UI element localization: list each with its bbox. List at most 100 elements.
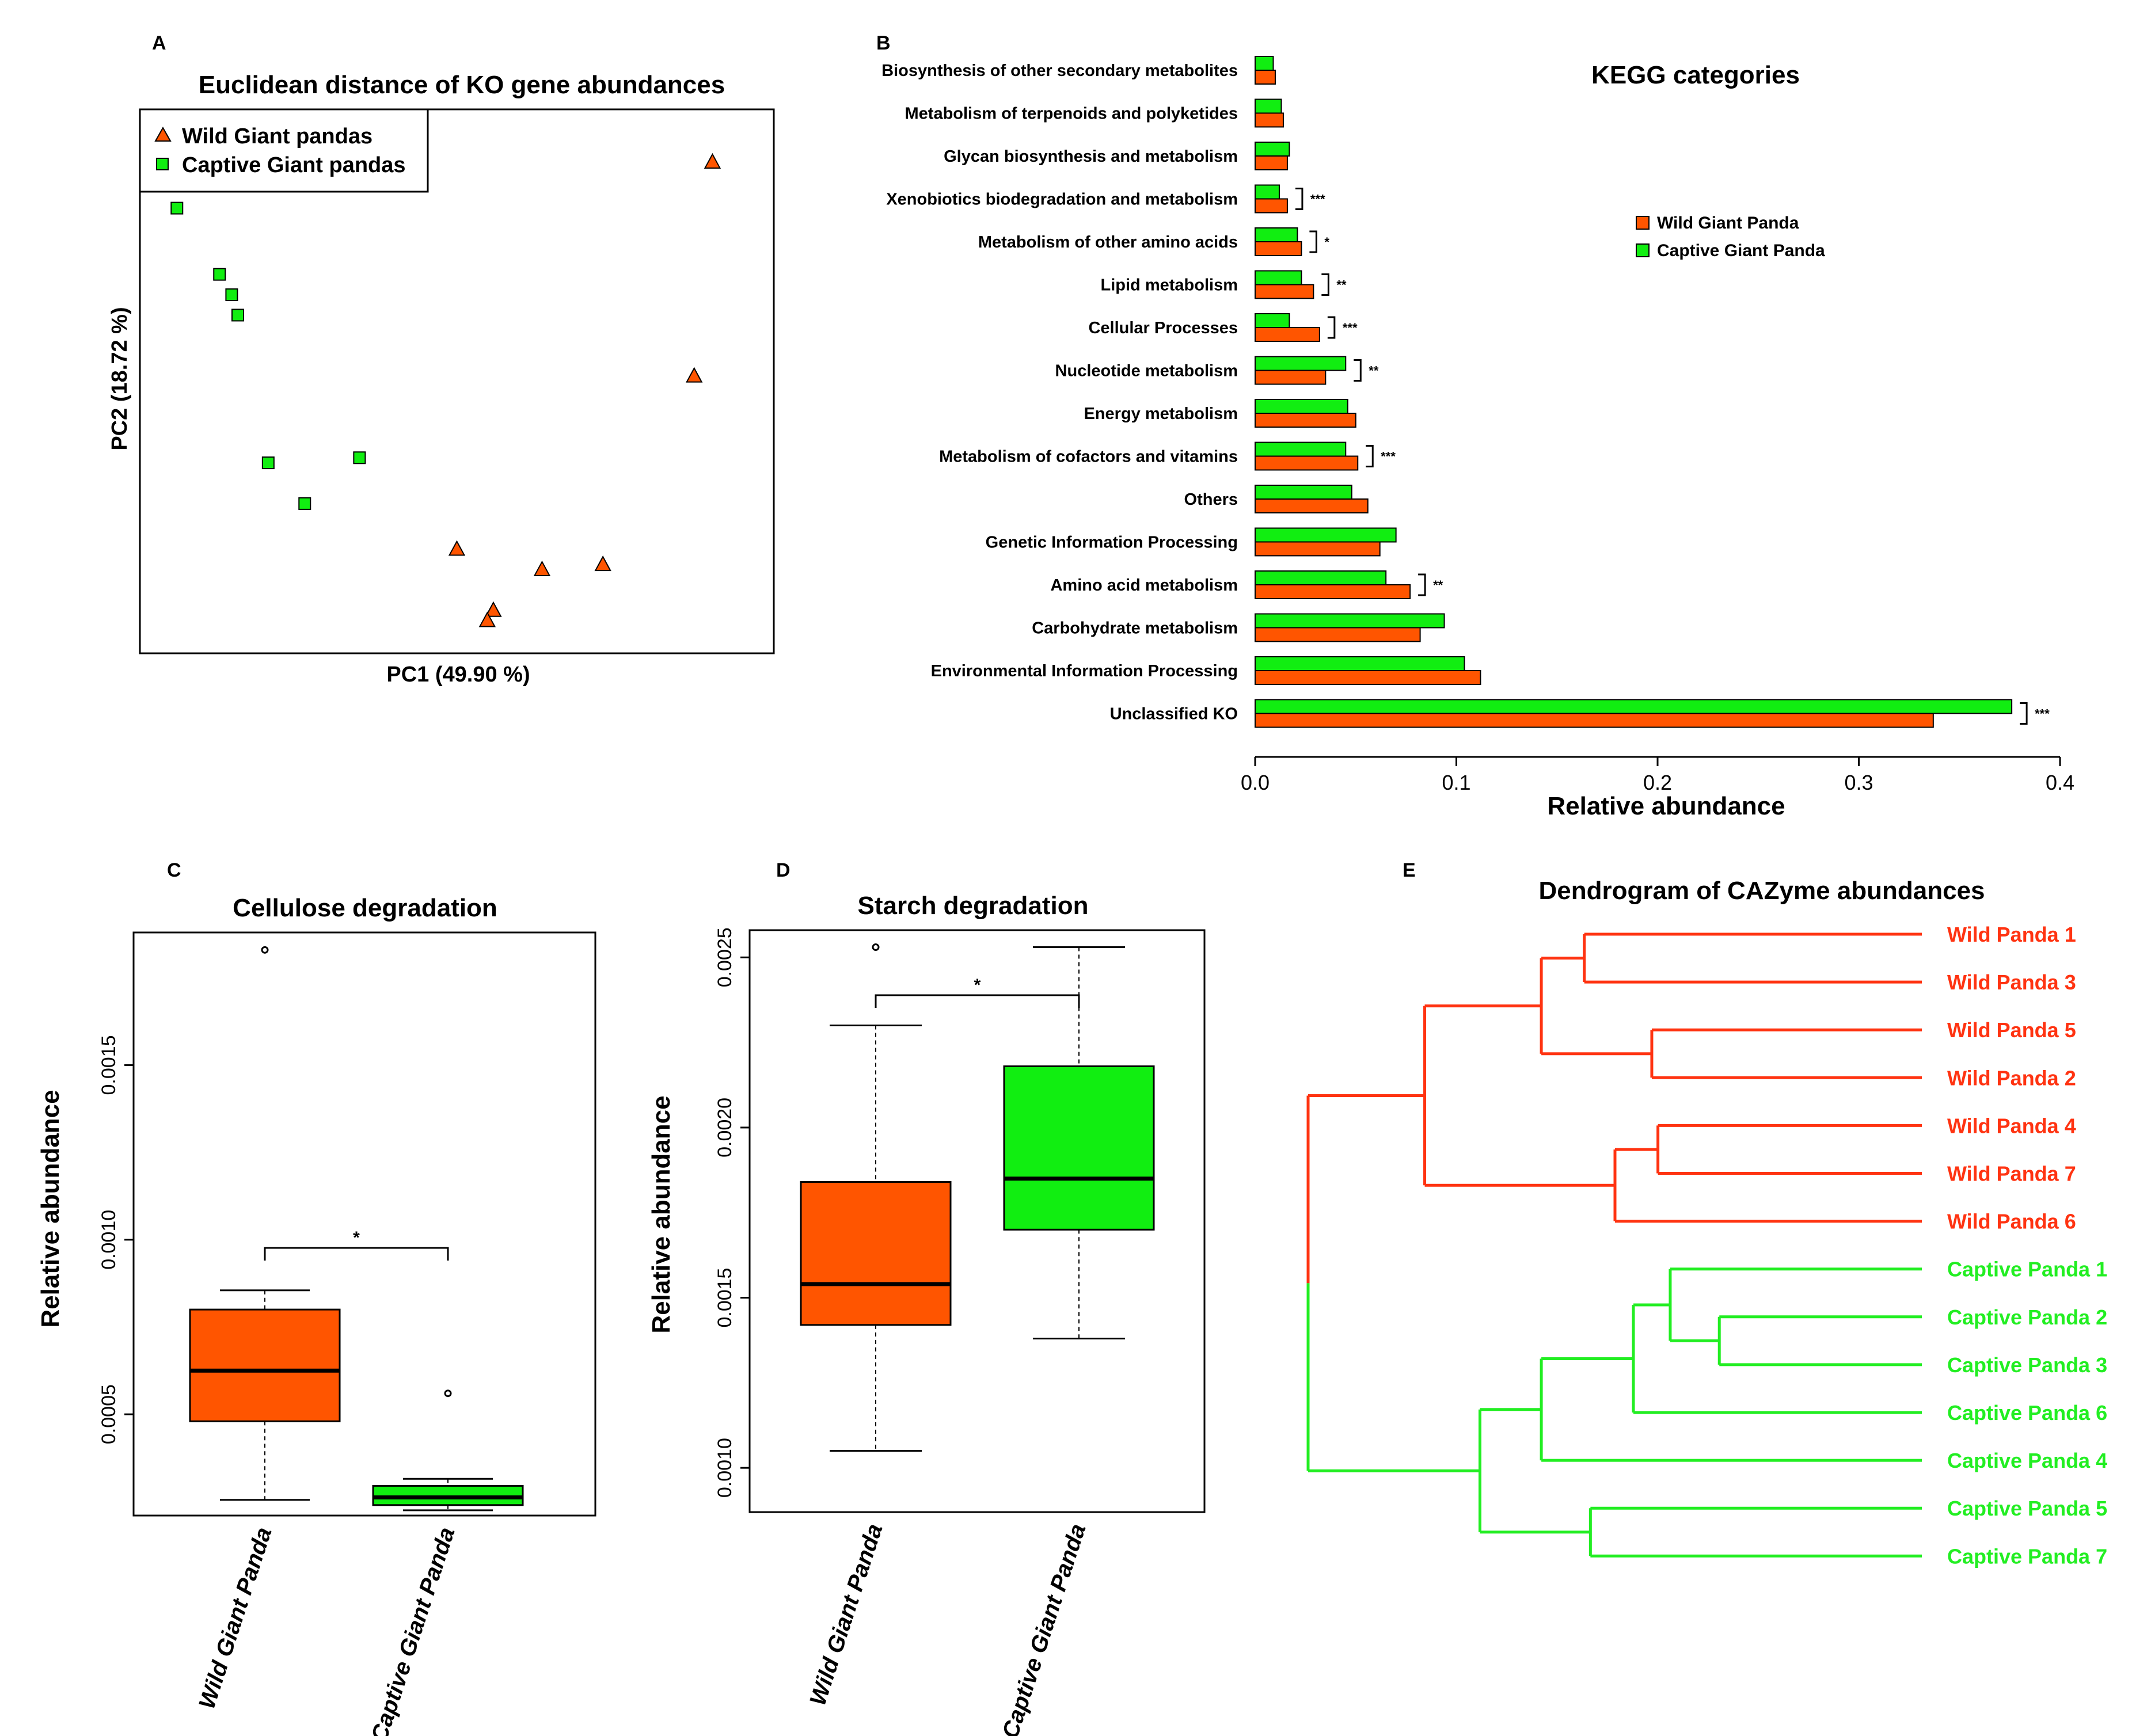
wild-point (478, 611, 496, 627)
captive-point (353, 451, 366, 465)
panel-e-title: Dendrogram of CAZyme abundances (1538, 877, 1985, 905)
panel-e-dendrogram: Wild Panda 1 Wild Panda 3 Wild Panda 5 Wild… (1306, 923, 2107, 1568)
outlier-point (444, 1389, 452, 1398)
significance-bracket (1309, 230, 1317, 253)
significance-bracket (1295, 188, 1303, 210)
panel-d-plot-frame (748, 929, 1206, 1513)
captive-bar (1255, 527, 1397, 543)
captive-point (213, 268, 226, 281)
panel-e: E Dendrogram of CAZyme abundances Wild P… (1306, 859, 2107, 1568)
significance-marker: ** (1369, 364, 1379, 378)
captive-bar (1255, 699, 2013, 714)
box (189, 1308, 341, 1422)
panel-a-title: Euclidean distance of KO gene abundances (199, 71, 725, 99)
outlier-point (872, 943, 880, 951)
category-label: Metabolism of terpenoids and polyketides (905, 105, 1238, 123)
leaf-label: Captive Panda 5 (1947, 1497, 2107, 1520)
leaf-label: Captive Panda 3 (1947, 1353, 2107, 1377)
box (800, 1181, 952, 1326)
y-tick-label: 0.0015 (98, 1035, 120, 1095)
leaf-label: Captive Panda 2 (1947, 1305, 2107, 1329)
leaf-label: Wild Panda 3 (1947, 970, 2076, 994)
significance-bracket (1418, 573, 1426, 596)
captive-point (261, 456, 275, 470)
wild-bar (1255, 584, 1411, 599)
significance-marker: *** (1310, 192, 1325, 207)
captive-bar (1255, 441, 1347, 457)
wild-point (686, 367, 703, 383)
legend-wild-swatch-icon (1636, 216, 1650, 230)
leaf-label: Wild Panda 5 (1947, 1018, 2076, 1042)
significance-bracket (1354, 359, 1362, 382)
captive-bar (1255, 356, 1347, 371)
category-label: Glycan biosynthesis and metabolism (944, 147, 1238, 166)
x-tick-label: 0.0 (1241, 771, 1270, 794)
captive-bar (1255, 56, 1274, 71)
outlier-point (261, 946, 269, 954)
wild-point (594, 555, 611, 572)
panel-a-legend-captive: Captive Giant pandas (182, 153, 406, 177)
captive-bar (1255, 399, 1348, 414)
captive-bar (1255, 485, 1352, 500)
panel-d-title: Starch degradation (858, 892, 1089, 920)
panel-b-title: KEGG categories (1591, 61, 1800, 89)
legend-wild-triangle-icon (154, 126, 172, 142)
panel-label-d: D (776, 859, 791, 881)
category-label: Others (1184, 490, 1238, 509)
wild-bar (1255, 670, 1481, 685)
category-label: Lipid metabolism (1101, 276, 1238, 295)
category-label: Energy metabolism (1084, 405, 1238, 423)
captive-bar (1255, 184, 1280, 200)
wild-point (448, 540, 466, 556)
significance-marker: *** (2035, 707, 2050, 721)
leaf-label: Wild Panda 1 (1947, 923, 2076, 946)
wild-point (704, 153, 721, 169)
category-label: Metabolism of cofactors and vitamins (939, 448, 1238, 466)
panel-c-plot-frame (132, 931, 596, 1517)
significance-bracket (2020, 702, 2028, 725)
significance-marker: * (974, 976, 981, 995)
significance-marker: * (353, 1228, 360, 1247)
category-label: Biosynthesis of other secondary metaboli… (881, 62, 1238, 80)
wild-bar (1255, 198, 1288, 214)
wild-point (485, 601, 502, 617)
leaf-label: Wild Panda 2 (1947, 1066, 2076, 1090)
captive-bar (1255, 313, 1290, 328)
y-tick-label: 0.0010 (98, 1210, 120, 1270)
category-label: Metabolism of other amino acids (978, 233, 1238, 252)
wild-bar (1255, 498, 1369, 513)
x-category-label: Wild Giant Panda (194, 1524, 276, 1712)
leaf-label: Captive Panda 7 (1947, 1544, 2107, 1568)
panel-a-legend-box (139, 108, 429, 193)
category-label: Environmental Information Processing (931, 662, 1238, 680)
x-tick-label: 0.3 (1844, 771, 1873, 794)
category-label: Genetic Information Processing (986, 534, 1238, 552)
y-tick-label: 0.0025 (714, 927, 736, 987)
wild-bar (1255, 70, 1276, 85)
leaf-label: Wild Panda 6 (1947, 1210, 2076, 1234)
leaf-label: Captive Panda 4 (1947, 1449, 2107, 1472)
significance-marker: ** (1433, 578, 1443, 592)
panel-b-legend-wild: Wild Giant Panda (1657, 214, 1799, 233)
leaf-label: Wild Panda 7 (1947, 1162, 2076, 1186)
captive-bar (1255, 227, 1298, 242)
captive-point (170, 201, 184, 215)
leaf-label: Captive Panda 1 (1947, 1258, 2107, 1281)
significance-bracket (1327, 316, 1336, 339)
captive-bar (1255, 270, 1302, 285)
panel-label-b: B (876, 32, 891, 54)
panel-label-c: C (167, 859, 181, 881)
wild-bar (1255, 413, 1356, 428)
y-tick-label: 0.0010 (714, 1438, 736, 1498)
leaf-label: Wild Panda 4 (1947, 1114, 2076, 1137)
x-tick-label: 0.4 (2046, 771, 2074, 794)
category-label: Nucleotide metabolism (1055, 362, 1238, 380)
category-label: Cellular Processes (1088, 319, 1238, 337)
panel-c-title: Cellulose degradation (233, 894, 497, 922)
category-label: Carbohydrate metabolism (1032, 619, 1238, 638)
panel-b-legend-captive: Captive Giant Panda (1657, 241, 1825, 260)
wild-bar (1255, 327, 1320, 342)
y-tick-label: 0.0020 (714, 1098, 736, 1158)
significance-bracket (1366, 445, 1374, 467)
